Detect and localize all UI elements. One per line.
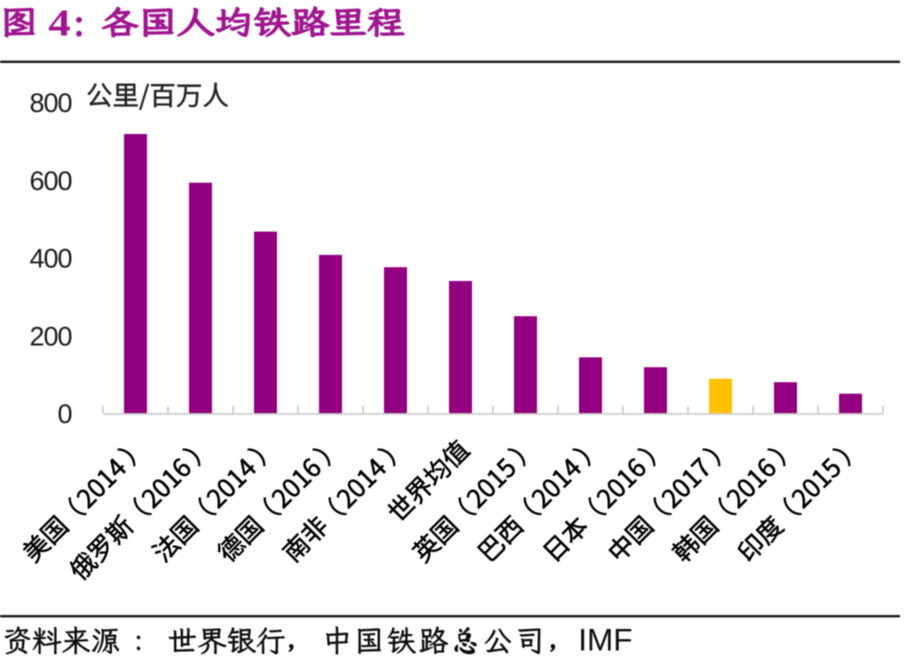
svg-text:IMF: IMF	[578, 622, 632, 658]
svg-text:4: 4	[48, 2, 70, 44]
svg-text:600: 600	[29, 166, 71, 196]
svg-text:0: 0	[57, 399, 71, 429]
svg-text:200: 200	[29, 321, 71, 351]
svg-text:400: 400	[29, 244, 71, 274]
svg-text:800: 800	[29, 88, 71, 118]
